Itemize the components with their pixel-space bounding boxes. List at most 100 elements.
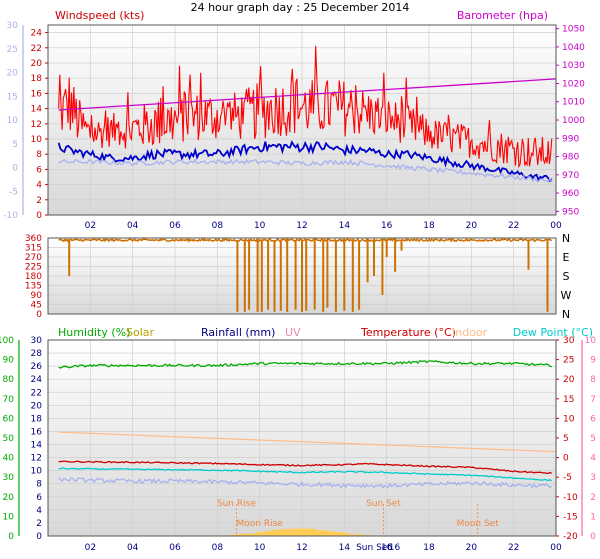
humidity-label: Humidity (%) (58, 326, 130, 339)
wind-secondary-tick-label: 20 (7, 69, 19, 79)
wind-x-tick-label: 18 (423, 221, 435, 231)
barometer-tick-label: 1000 (562, 116, 585, 126)
panel-border-3 (47, 339, 557, 537)
env-x-tick-label: 16 (381, 543, 393, 553)
env-x-tick-label: 20 (466, 543, 478, 553)
wind-direction-baseline (58, 237, 552, 243)
temperature-tick-label: 0 (563, 454, 569, 464)
humidity-tick-label: 20 (3, 493, 15, 503)
dir-left-tick-label: 135 (25, 282, 42, 292)
rainfall-label: Rainfall (mm) (201, 326, 275, 339)
barometer-line (58, 78, 557, 111)
barometer-tick-label: 1050 (562, 25, 585, 35)
uv-tick-label: 8 (590, 375, 596, 385)
wind-panel-series (57, 45, 557, 183)
sun-set-axis-label: Sun Set (356, 543, 391, 553)
rainfall-tick-label: 0 (36, 532, 42, 542)
wind-x-tick-label: 14 (339, 221, 351, 231)
wind-left-tick-label: 14 (31, 105, 43, 115)
indoor-label: Indoor (452, 326, 488, 339)
humidity-tick-label: 0 (8, 532, 14, 542)
rainfall-tick-label: 18 (31, 414, 43, 424)
rainfall-tick-label: 22 (31, 388, 42, 398)
avg_wind-line (57, 140, 553, 183)
uv-tick-label: 5 (590, 434, 596, 444)
temperature-tick-label: 25 (563, 356, 574, 366)
wind-x-tick-label: 02 (85, 221, 96, 231)
rainfall-tick-label: 30 (31, 336, 43, 346)
uv-tick-label: 1 (590, 512, 596, 522)
dir-left-tick-label: 0 (36, 310, 42, 320)
uv-tick-label: 4 (590, 454, 596, 464)
wind-secondary-tick-label: 0 (12, 164, 18, 174)
uv-tick-label: 6 (590, 414, 596, 424)
dir-left-tick-label: 90 (31, 291, 43, 301)
uv-tick-label: 9 (590, 356, 596, 366)
temperature-tick-label: 30 (563, 336, 575, 346)
humidity-tick-label: 50 (3, 434, 15, 444)
wind-left-tick-label: 8 (36, 150, 42, 160)
env-panel-labels: Humidity (%) Solar Rainfall (mm) UV Temp… (58, 326, 593, 339)
direction-panel-series (58, 237, 552, 312)
humidity-tick-label: 100 (0, 336, 14, 346)
temperature-tick-label: 5 (563, 434, 569, 444)
rainfall-tick-label: 20 (31, 401, 43, 411)
uv-tick-label: 10 (585, 336, 597, 346)
wind-secondary-tick-label: 25 (7, 45, 18, 55)
env-x-tick-label: 22 (508, 543, 519, 553)
wind-secondary-tick-label: 10 (7, 116, 19, 126)
wind-left-tick-label: 4 (36, 181, 42, 191)
lavender_wind-line (58, 158, 553, 183)
wind-x-tick-label: 06 (169, 221, 181, 231)
dir-compass-label: E (563, 251, 570, 264)
env-x-tick-label: 06 (169, 543, 181, 553)
wind-left-label: Windspeed (kts) (55, 9, 144, 22)
wind-x-tick-label: 00 (550, 221, 562, 231)
indoor-line (58, 431, 557, 453)
wind-left-tick-label: 16 (31, 89, 43, 99)
env-x-tick-label: 18 (423, 543, 435, 553)
temperature-tick-label: 20 (563, 375, 575, 385)
humidity-line (58, 359, 552, 369)
chart-title: 24 hour graph day : 25 December 2014 (191, 1, 410, 14)
humidity-tick-label: 80 (3, 375, 15, 385)
temperature-line (58, 460, 553, 475)
env-panel-grid (48, 339, 557, 537)
wind-x-tick-label: 04 (127, 221, 139, 231)
panel-border-2 (47, 237, 557, 315)
barometer-tick-label: 950 (562, 207, 579, 217)
rainfall-tick-label: 28 (31, 349, 43, 359)
env-x-tick-label: 12 (296, 543, 307, 553)
temperature-tick-label: -10 (563, 493, 578, 503)
uv-tick-label: 7 (590, 395, 596, 405)
uv-label: UV (285, 326, 301, 339)
humidity-tick-label: 60 (3, 414, 15, 424)
barometer-tick-label: 1020 (562, 79, 585, 89)
temperature-tick-label: -5 (563, 473, 572, 483)
wind-x-tick-label: 20 (466, 221, 478, 231)
rainfall-tick-label: 8 (36, 480, 42, 490)
dir-left-tick-label: 225 (25, 263, 42, 273)
env-x-tick-label: 14 (339, 543, 351, 553)
solar-label: Solar (126, 326, 155, 339)
barometer-tick-label: 1040 (562, 43, 585, 53)
rainfall-tick-label: 10 (31, 467, 43, 477)
humidity-tick-label: 40 (3, 454, 15, 464)
dir-compass-label: N (562, 232, 570, 245)
moon_fill-area (223, 527, 372, 537)
sun-set-axis-label-hour: 16 (389, 543, 401, 553)
barometer-tick-label: 1030 (562, 61, 585, 71)
dir-left-tick-label: 360 (25, 234, 42, 244)
wind-left-tick-label: 24 (31, 29, 43, 39)
humidity-tick-label: 10 (3, 512, 15, 522)
rainfall-tick-label: 26 (31, 362, 43, 372)
wind-x-tick-label: 22 (508, 221, 519, 231)
wind-left-tick-label: 0 (36, 211, 42, 221)
sun-rise-label: Sun Rise (217, 499, 256, 509)
sun-set-label: Sun Set (366, 499, 401, 509)
rainfall-tick-label: 2 (36, 519, 42, 529)
wind-x-tick-label: 12 (296, 221, 307, 231)
